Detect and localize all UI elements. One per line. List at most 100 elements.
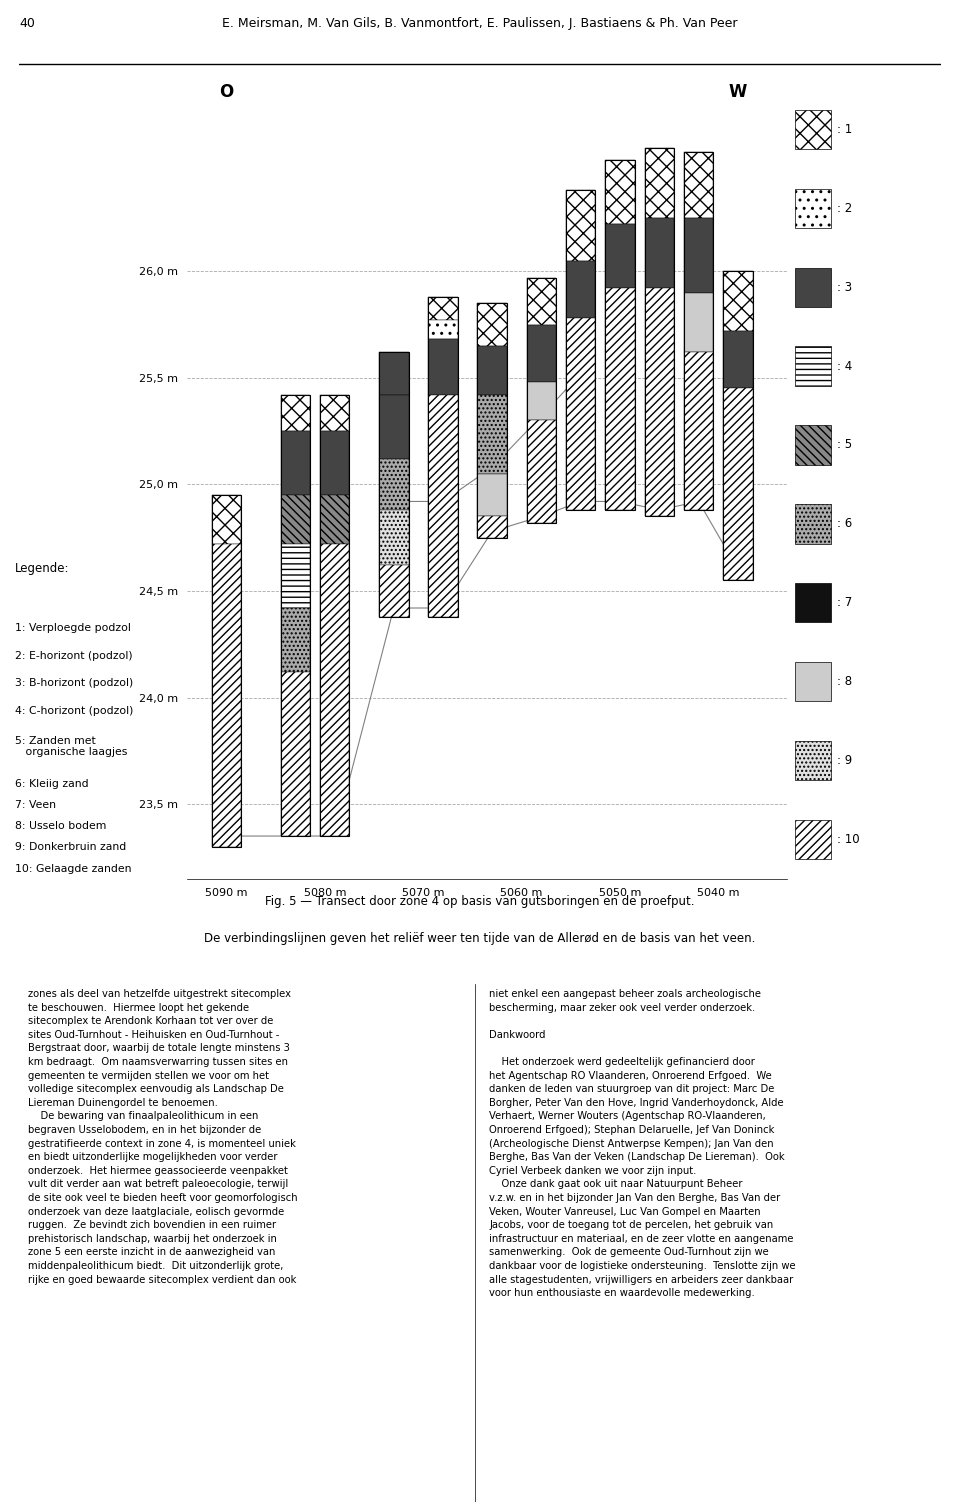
Bar [723,272,753,580]
Bar [320,395,349,431]
Bar [477,303,507,345]
Bar [526,278,556,523]
Bar [212,496,241,544]
Bar [684,353,713,511]
Text: 5: Zanden met
   organische laagjes: 5: Zanden met organische laagjes [15,736,128,757]
Bar [428,395,458,616]
Bar [477,473,507,517]
Bar [320,395,349,837]
Bar [605,224,635,288]
Text: W: W [729,83,747,101]
Text: : 3: : 3 [836,281,852,294]
Bar [644,147,674,517]
Text: : 5: : 5 [836,439,852,452]
Bar [605,288,635,511]
Text: O: O [220,83,233,101]
Bar [212,496,241,847]
Bar [477,303,507,538]
Bar [684,218,713,293]
Text: 7: Veen: 7: Veen [15,799,56,810]
Bar [379,353,409,616]
Bar [320,496,349,544]
Bar [428,297,458,616]
Bar [280,395,310,837]
Bar [795,267,830,306]
Bar [644,147,674,218]
Bar [280,395,310,837]
Bar [644,288,674,517]
Bar [684,152,713,511]
Bar [684,152,713,218]
Bar [526,278,556,324]
Bar [280,608,310,671]
Text: 2: E-horizont (podzol): 2: E-horizont (podzol) [15,650,132,661]
Text: 4: C-horizont (podzol): 4: C-horizont (podzol) [15,706,133,716]
Bar [379,458,409,511]
Bar [320,544,349,837]
Bar [280,395,310,431]
Bar [795,740,830,780]
Bar [428,297,458,616]
Bar [477,517,507,538]
Bar [644,147,674,517]
Text: zones als deel van hetzelfde uitgestrekt sitecomplex
te beschouwen.  Hiermee loo: zones als deel van hetzelfde uitgestrekt… [29,988,298,1284]
Bar [723,389,753,580]
Text: 9: Donkerbruin zand: 9: Donkerbruin zand [15,843,126,853]
Text: 6: Kleiig zand: 6: Kleiig zand [15,778,88,789]
Text: niet enkel een aangepast beheer zoals archeologische
bescherming, maar zeker ook: niet enkel een aangepast beheer zoals ar… [490,988,796,1298]
Bar [565,191,595,261]
Bar [379,565,409,616]
Bar [379,353,409,616]
Bar [280,431,310,496]
Bar [795,820,830,859]
Bar [684,293,713,353]
Bar [477,303,507,538]
Text: : 10: : 10 [836,832,859,846]
Bar [477,395,507,473]
Bar [280,496,310,544]
Text: 1: Verploegde podzol: 1: Verploegde podzol [15,623,131,632]
Text: : 6: : 6 [836,517,852,530]
Bar [526,382,556,421]
Bar [795,347,830,386]
Bar [565,191,595,511]
Bar [723,330,753,389]
Text: Legende:: Legende: [15,562,69,575]
Bar [605,161,635,224]
Text: : 7: : 7 [836,596,852,610]
Bar [795,662,830,701]
Bar [280,544,310,608]
Bar [526,421,556,523]
Bar [795,583,830,622]
Bar [428,320,458,339]
Text: : 8: : 8 [836,674,852,688]
Bar [379,395,409,458]
Bar [526,324,556,382]
Text: 8: Usselo bodem: 8: Usselo bodem [15,822,107,831]
Bar [723,272,753,330]
Bar [605,161,635,511]
Bar [320,395,349,837]
Bar [212,544,241,847]
Bar [565,191,595,511]
Bar [428,339,458,395]
Bar [526,278,556,523]
Bar [795,110,830,149]
Bar [565,318,595,511]
Text: : 9: : 9 [836,754,852,768]
Bar [795,189,830,228]
Text: : 4: : 4 [836,359,852,372]
Text: Fig. 5 — Transect door zone 4 op basis van gutsboringen en de proefput.: Fig. 5 — Transect door zone 4 op basis v… [265,895,695,909]
Text: 3: B-horizont (podzol): 3: B-horizont (podzol) [15,679,133,688]
Bar [379,511,409,565]
Text: E. Meirsman, M. Van Gils, B. Vanmontfort, E. Paulissen, J. Bastiaens & Ph. Van P: E. Meirsman, M. Van Gils, B. Vanmontfort… [223,17,737,30]
Bar [212,496,241,847]
Text: 10: Gelaagde zanden: 10: Gelaagde zanden [15,864,132,874]
Text: De verbindingslijnen geven het reliëf weer ten tijde van de Allerød en de basis : De verbindingslijnen geven het reliëf we… [204,931,756,945]
Bar [565,261,595,318]
Text: : 2: : 2 [836,201,852,215]
Bar [428,297,458,320]
Text: : 1: : 1 [836,123,852,137]
Text: 40: 40 [19,17,36,30]
Bar [723,272,753,580]
